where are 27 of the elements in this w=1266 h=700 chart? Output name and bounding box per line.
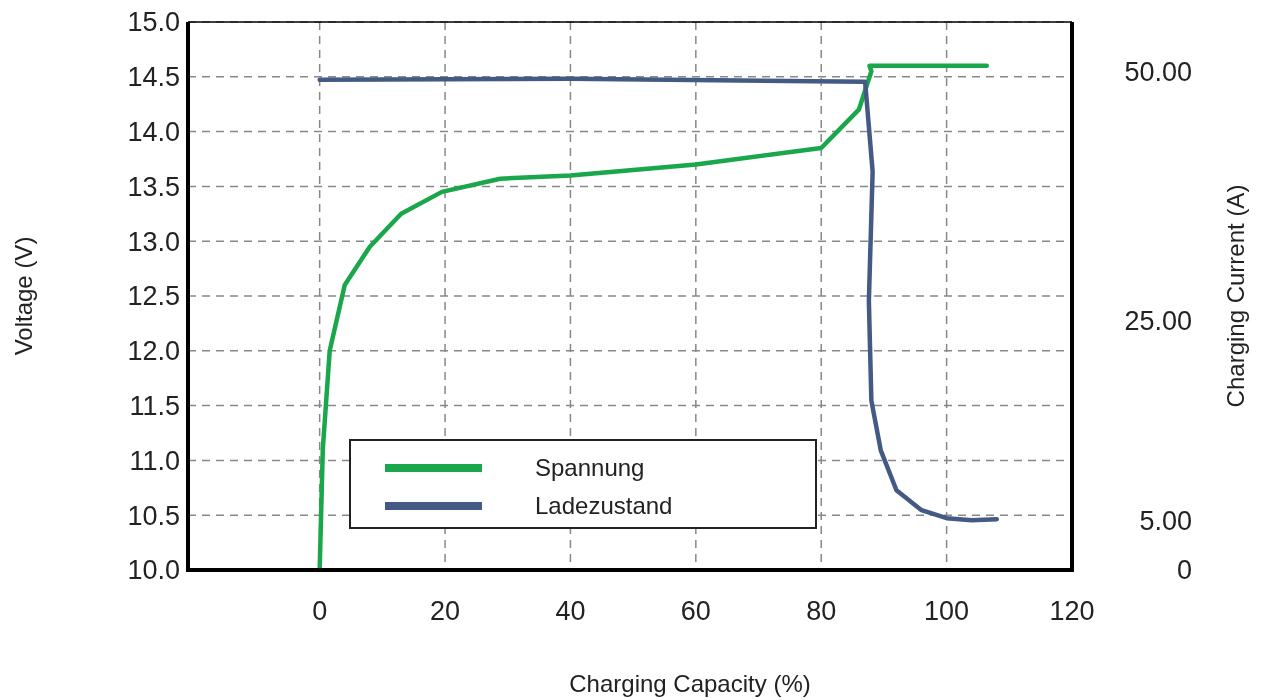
y-tick-label: 11.0 bbox=[129, 445, 180, 476]
y2-tick-label: 50.00 bbox=[1124, 57, 1192, 88]
y-tick-label: 13.5 bbox=[127, 171, 180, 202]
x-tick-label: 120 bbox=[1049, 596, 1095, 626]
legend-label: Ladezustand bbox=[535, 492, 673, 520]
y-tick-label: 11.5 bbox=[129, 391, 180, 422]
x-tick-label: 100 bbox=[924, 596, 970, 626]
y2-tick-label: 25.00 bbox=[1124, 306, 1192, 337]
legend-label: Spannung bbox=[535, 454, 645, 482]
y2-tick-label: 5.00 bbox=[1139, 505, 1192, 536]
x-tick-label: 80 bbox=[806, 596, 837, 626]
y-axis-title: Voltage (V) bbox=[10, 236, 37, 356]
y-tick-label: 13.0 bbox=[127, 226, 180, 257]
x-tick-label: 20 bbox=[430, 596, 461, 626]
x-tick-label: 40 bbox=[555, 596, 586, 626]
y-tick-label: 12.0 bbox=[127, 336, 180, 367]
y-tick-label: 14.5 bbox=[127, 62, 180, 93]
y-tick-label: 10.5 bbox=[127, 500, 180, 531]
x-tick-label: 60 bbox=[680, 596, 711, 626]
y2-tick-label: 0 bbox=[1176, 555, 1192, 586]
y-tick-label: 15.0 bbox=[127, 7, 180, 38]
y-tick-label: 10.0 bbox=[127, 555, 180, 586]
y2-axis-title: Charging Current (A) bbox=[1222, 184, 1249, 408]
x-tick-label: 0 bbox=[312, 596, 328, 626]
y-tick-label: 12.5 bbox=[127, 281, 180, 312]
y-tick-label: 14.0 bbox=[127, 117, 180, 148]
x-axis-title: Charging Capacity (%) bbox=[569, 670, 811, 697]
